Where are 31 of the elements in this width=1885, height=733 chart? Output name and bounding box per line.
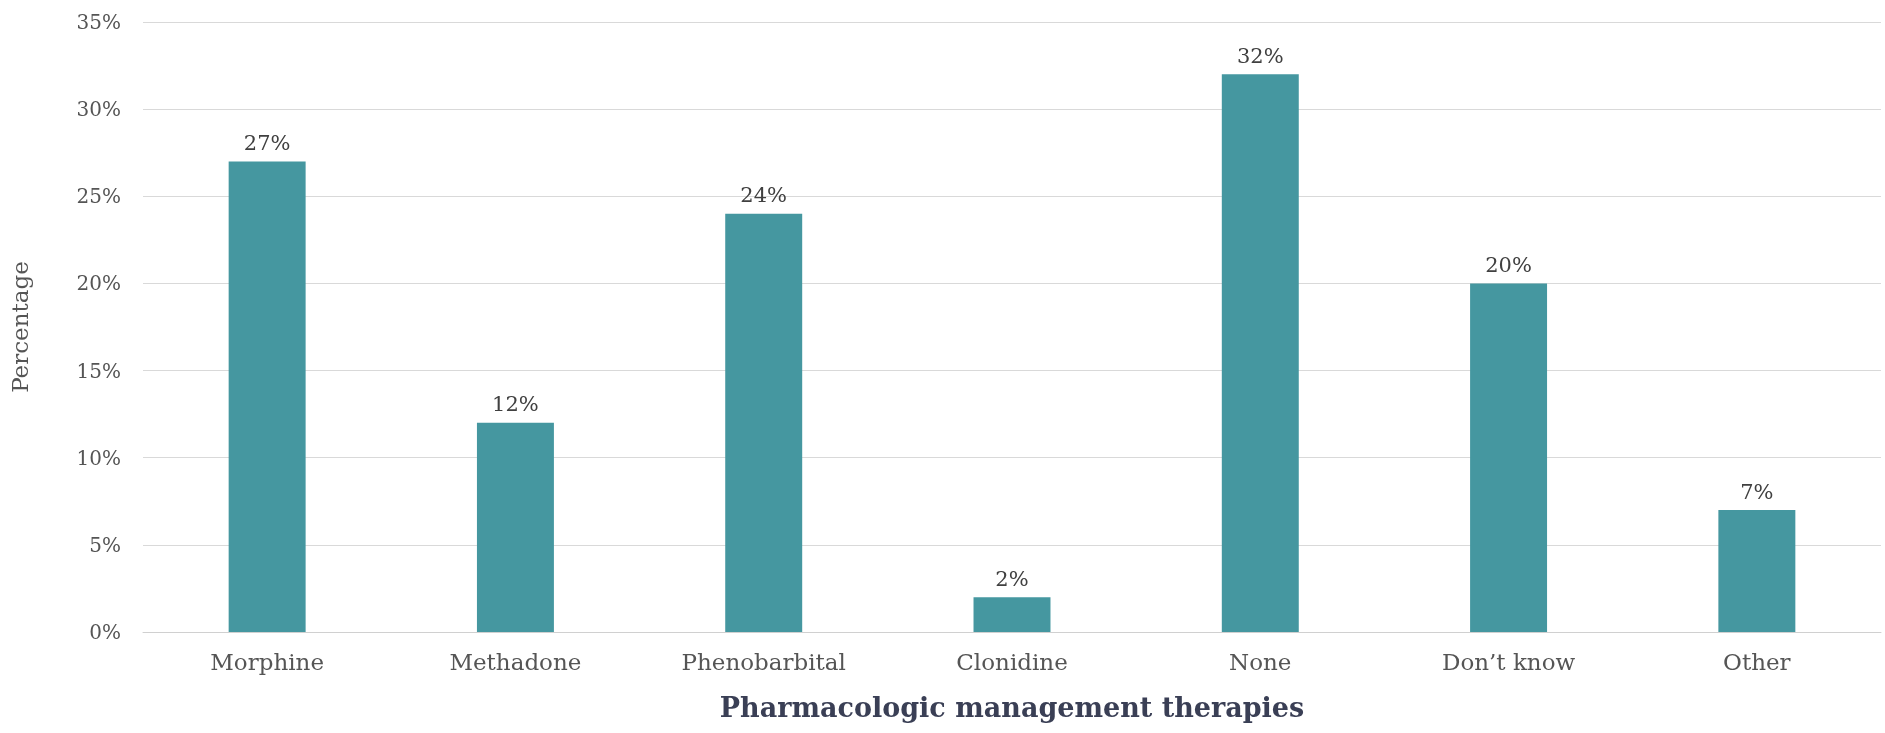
y-tick-label: 20%	[76, 271, 121, 296]
x-tick-label: Don’t know	[1441, 648, 1576, 675]
data-label: 24%	[740, 183, 788, 208]
bar	[725, 213, 803, 632]
data-label: 20%	[1485, 252, 1532, 277]
bar	[1470, 283, 1548, 632]
x-tick-label: Other	[1723, 648, 1791, 675]
data-label: 32%	[1236, 43, 1284, 68]
y-tick-label: 0%	[89, 620, 121, 644]
y-tick-label: 35%	[76, 10, 121, 34]
data-label: 7%	[1740, 479, 1774, 504]
bar	[228, 161, 306, 632]
data-label: 2%	[995, 566, 1029, 591]
x-tick-label: Clonidine	[956, 648, 1068, 675]
x-tick-label: Morphine	[210, 648, 324, 675]
data-label: 12%	[492, 392, 539, 417]
x-axis-title: Pharmacologic management therapies	[719, 692, 1305, 723]
bar	[1718, 510, 1796, 632]
bar	[973, 597, 1051, 632]
y-tick-label: 15%	[76, 358, 121, 383]
y-tick-label: 10%	[76, 445, 121, 470]
x-tick-label: Phenobarbital	[681, 648, 846, 675]
y-tick-label: 30%	[76, 97, 121, 122]
data-label: 27%	[243, 130, 291, 155]
y-tick-label: 5%	[89, 532, 121, 557]
bar	[1221, 74, 1299, 632]
x-tick-label: Methadone	[449, 648, 582, 675]
bar	[476, 422, 554, 632]
x-tick-label: None	[1229, 648, 1292, 675]
y-tick-label: 25%	[76, 184, 121, 209]
y-axis-title: Percentage	[6, 261, 33, 393]
